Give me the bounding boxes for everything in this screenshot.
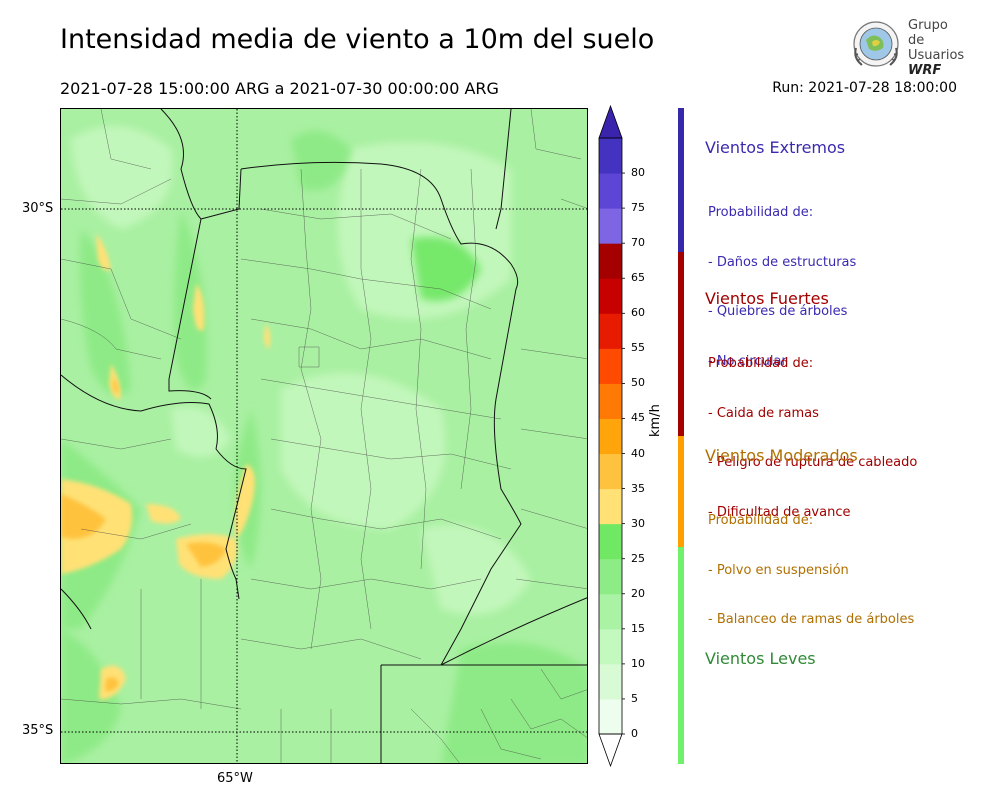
colorbar-over-arrow <box>598 104 623 139</box>
category-title-moderate: Vientos Moderados <box>705 446 858 465</box>
colorbar-segment <box>599 383 622 419</box>
wind-field-stronger-moderate-areas <box>61 377 226 692</box>
colorbar-segment <box>599 243 622 279</box>
desc-line: - Dificultad de avance <box>708 504 851 520</box>
province-borders <box>61 109 587 763</box>
desc-line: - Balanceo de ramas de árboles <box>708 612 915 627</box>
colorbar-tick-label: 80 <box>631 166 645 180</box>
colorbar-segment <box>599 523 622 560</box>
colorbar-svg <box>598 104 625 768</box>
colorbar-unit: km/h <box>648 404 663 437</box>
desc-line: - Peligro de ruptura de cableado <box>708 455 918 470</box>
colorbar-segment <box>599 453 622 490</box>
colorbar-segment <box>599 313 622 349</box>
colorbar-tick-label: 45 <box>631 411 645 425</box>
category-desc-moderate: Probabilidad de: - Polvo en suspensión -… <box>708 480 914 645</box>
logo-text-line1: Grupo de <box>908 18 948 48</box>
category-bar-light <box>678 547 684 764</box>
desc-line: - Quiebres de árboles <box>708 304 848 319</box>
graticule <box>61 109 587 763</box>
colorbar <box>596 104 626 768</box>
colorbar-outline <box>598 137 623 735</box>
colorbar-tick-label: 50 <box>631 376 645 390</box>
category-title-strong: Vientos Fuertes <box>705 289 829 308</box>
lat-label-30s: 30°S <box>22 201 54 216</box>
category-title-extreme: Vientos Extremos <box>705 138 846 157</box>
colorbar-tick-label: 15 <box>631 621 645 635</box>
colorbar-tick-label: 60 <box>631 306 645 320</box>
colorbar-segment <box>599 628 622 665</box>
logo-text-line3: WRF <box>908 63 942 78</box>
category-title-light: Vientos Leves <box>705 649 816 668</box>
colorbar-segment <box>599 593 622 630</box>
colorbar-segment <box>599 138 622 174</box>
lat-label-35s: 35°S <box>22 723 54 738</box>
wind-field-svg <box>61 109 587 763</box>
desc-line: - Polvo en suspensión <box>708 562 849 578</box>
colorbar-segment <box>599 208 622 244</box>
colorbar-tick-label: 25 <box>631 551 645 565</box>
wind-field-light-areas <box>71 126 531 615</box>
department-borders <box>61 109 587 763</box>
run-timestamp: Run: 2021-07-28 18:00:00 <box>772 80 957 96</box>
category-bar-extreme <box>678 108 684 252</box>
category-desc-extreme: Probabilidad de: - Daños de estructuras … <box>708 172 856 387</box>
desc-line: - Caida de ramas <box>708 405 819 421</box>
colorbar-under-arrow <box>598 733 623 768</box>
colorbar-tick-label: 75 <box>631 201 645 215</box>
colorbar-segment <box>599 173 622 209</box>
colorbar-segment <box>599 348 622 384</box>
colorbar-tick-label: 55 <box>631 341 645 355</box>
map-title: Intensidad media de viento a 10m del sue… <box>60 24 655 55</box>
category-bar-moderate <box>678 436 684 547</box>
wind-map[interactable] <box>60 108 588 764</box>
colorbar-segment <box>599 558 622 595</box>
colorbar-tick-label: 0 <box>631 727 638 740</box>
colorbar-segment <box>599 488 622 525</box>
colorbar-tick-label: 30 <box>631 516 645 530</box>
colorbar-segment <box>599 418 622 455</box>
category-desc-strong: Probabilidad de: - Caida de ramas - Peli… <box>708 323 917 538</box>
logo-text-line2: Usuarios <box>908 48 965 63</box>
desc-line: - No circular <box>708 353 787 369</box>
desc-line: - Daños de estructuras <box>708 254 857 270</box>
colorbar-segment <box>599 663 622 700</box>
colorbar-tick-label: 40 <box>631 446 645 460</box>
colorbar-segment <box>599 698 622 735</box>
colorbar-tick-label: 65 <box>631 271 645 285</box>
colorbar-tick-label: 70 <box>631 236 645 250</box>
desc-line: Probabilidad de: <box>708 513 814 528</box>
colorbar-tick-label: 35 <box>631 481 645 495</box>
globe-seal-icon <box>853 21 899 67</box>
lon-label-65w: 65°W <box>217 771 253 786</box>
grupo-usuarios-wrf-logo: Grupo de Usuarios WRF <box>848 18 968 78</box>
forecast-period: 2021-07-28 15:00:00 ARG a 2021-07-30 00:… <box>60 79 499 98</box>
colorbar-tick-label: 20 <box>631 586 645 600</box>
desc-line: Probabilidad de: <box>708 356 814 371</box>
colorbar-segment <box>599 278 622 314</box>
colorbar-tick-label: 10 <box>631 656 645 670</box>
desc-line: Probabilidad de: <box>708 205 814 220</box>
colorbar-tick-label: 5 <box>631 691 638 705</box>
category-bar-strong <box>678 252 684 436</box>
